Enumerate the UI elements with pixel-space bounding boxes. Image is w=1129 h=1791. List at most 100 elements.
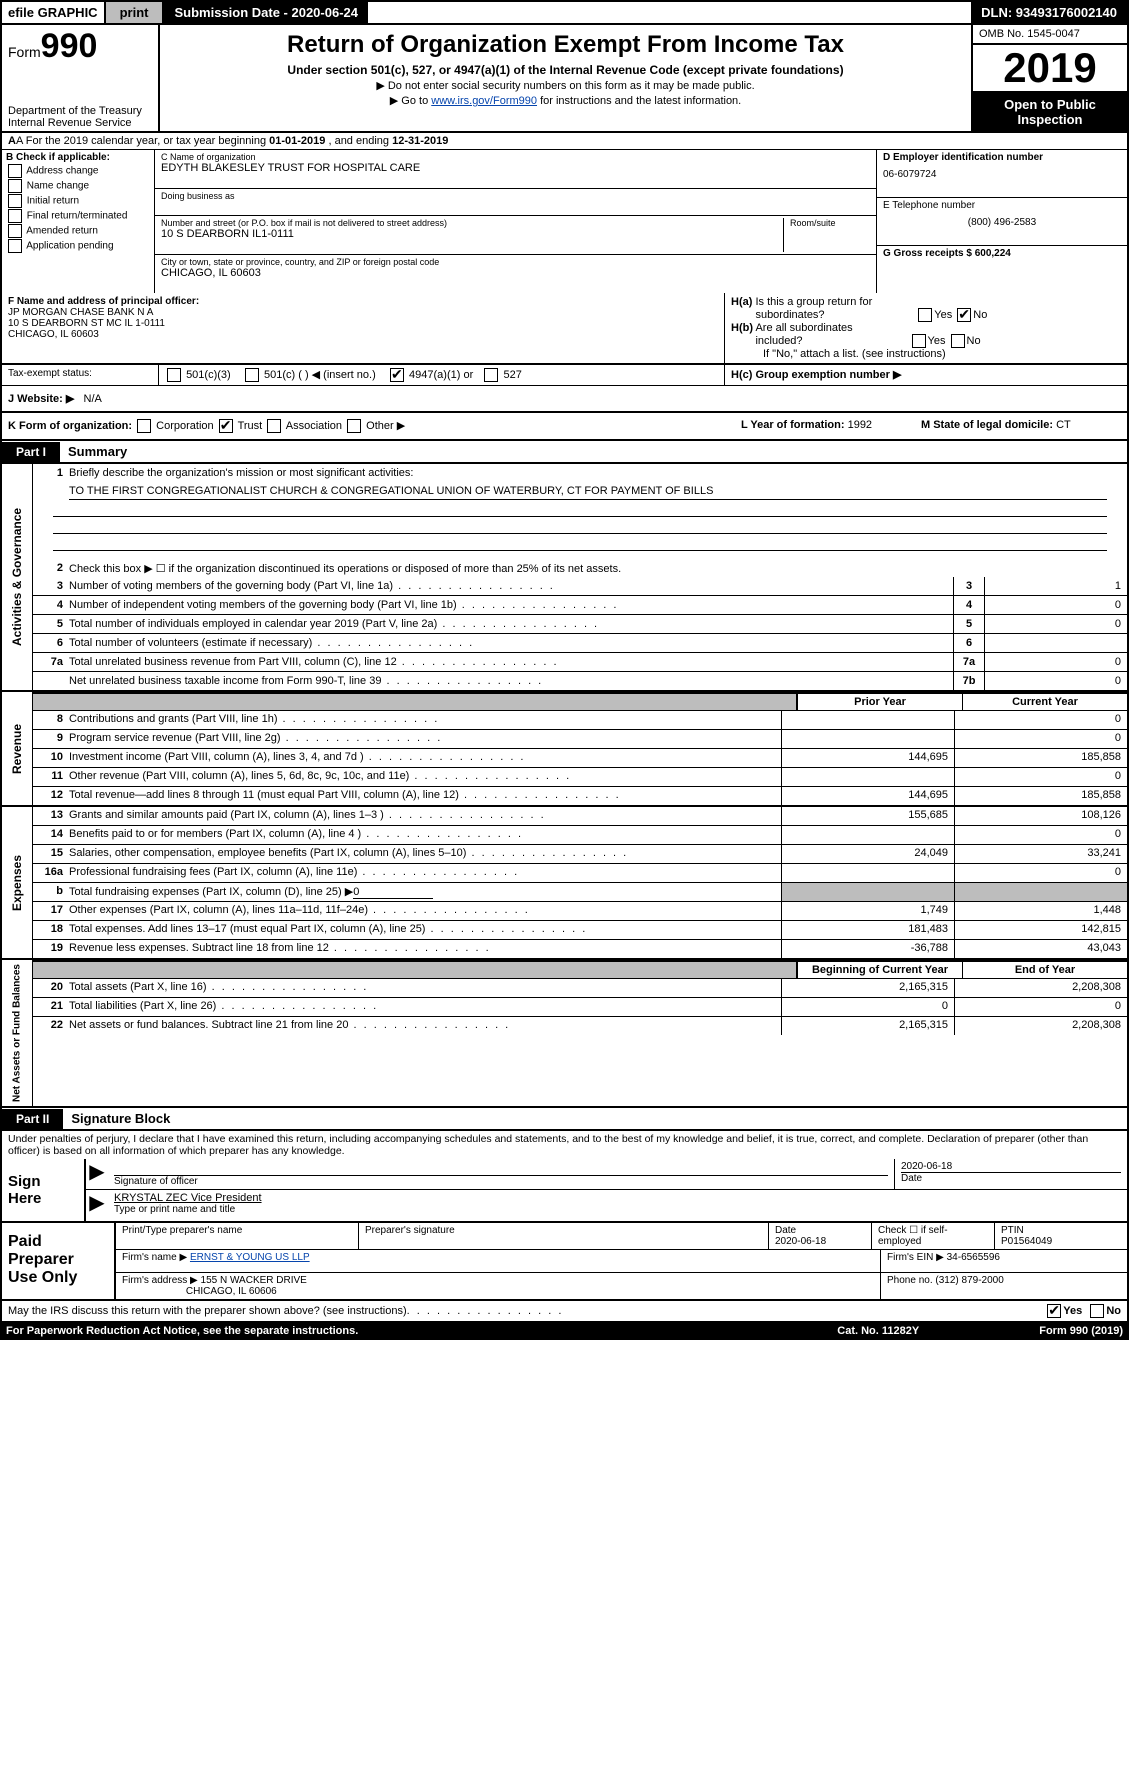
firm-addr1: 155 N WACKER DRIVE <box>201 1275 307 1286</box>
perjury-declaration: Under penalties of perjury, I declare th… <box>0 1131 1129 1159</box>
phone-label: E Telephone number <box>883 200 1121 211</box>
firm-addr2: CHICAGO, IL 60606 <box>186 1286 277 1297</box>
summary-row: 6Total number of volunteers (estimate if… <box>33 634 1127 653</box>
summary-row: Net unrelated business taxable income fr… <box>33 672 1127 690</box>
officer-addr2: CHICAGO, IL 60603 <box>8 329 99 340</box>
ha-yes-checkbox[interactable] <box>918 308 932 322</box>
tax-exempt-opts: 501(c)(3) 501(c) ( ) ◀ (insert no.) 4947… <box>159 365 724 385</box>
part-i-tab: Part I <box>2 442 60 462</box>
revenue-row: 10Investment income (Part VIII, column (… <box>33 749 1127 768</box>
expense-row: 14Benefits paid to or for members (Part … <box>33 826 1127 845</box>
q1-label: Briefly describe the organization's miss… <box>69 465 1127 481</box>
city-value: CHICAGO, IL 60603 <box>161 267 870 279</box>
side-expenses: Expenses <box>2 807 33 958</box>
sig-date-value: 2020-06-18 <box>901 1161 1121 1172</box>
firm-name-link[interactable]: ERNST & YOUNG US LLP <box>190 1252 310 1263</box>
tax-exempt-label: Tax-exempt status: <box>2 365 159 385</box>
phone-value: (800) 496-2583 <box>883 217 1121 228</box>
expense-row: 17Other expenses (Part IX, column (A), l… <box>33 902 1127 921</box>
hb-no-checkbox[interactable] <box>951 334 965 348</box>
top-bar: efile GRAPHIC print Submission Date - 20… <box>0 0 1129 25</box>
block-b-to-g: B Check if applicable: Address change Na… <box>0 150 1129 293</box>
website-note: ▶ Go to www.irs.gov/Form990 for instruct… <box>166 94 965 107</box>
expense-row: 16aProfessional fundraising fees (Part I… <box>33 864 1127 883</box>
ssn-note: ▶ Do not enter social security numbers o… <box>166 79 965 92</box>
addr-label: Number and street (or P.O. box if mail i… <box>161 218 783 228</box>
side-net-assets: Net Assets or Fund Balances <box>2 960 33 1106</box>
part-ii-tab: Part II <box>2 1109 63 1129</box>
officer-name: JP MORGAN CHASE BANK N A <box>8 307 153 318</box>
ha-no-checkbox[interactable] <box>957 308 971 322</box>
sig-officer-label: Signature of officer <box>114 1175 888 1187</box>
hb-yes-checkbox[interactable] <box>912 334 926 348</box>
checkbox-option[interactable]: Initial return <box>6 194 150 208</box>
preparer-block: PaidPreparerUse Only Print/Type preparer… <box>0 1223 1129 1301</box>
arrow-icon: ▶ <box>86 1190 108 1217</box>
form-number: Form990 <box>8 27 152 66</box>
prep-sig-label: Preparer's signature <box>359 1223 769 1249</box>
firm-phone: (312) 879-2000 <box>935 1275 1003 1286</box>
eoy-header: End of Year <box>962 962 1127 978</box>
form-header: Form990 Department of the Treasury Inter… <box>0 25 1129 133</box>
checkbox-option[interactable]: Application pending <box>6 239 150 253</box>
firm-ein: 34-6565596 <box>947 1252 1000 1263</box>
form-version: Form 990 (2019) <box>1039 1325 1123 1337</box>
tax-year: 2019 <box>973 45 1127 91</box>
officer-addr1: 10 S DEARBORN ST MC IL 1-0111 <box>8 318 165 329</box>
checkbox-option[interactable]: Final return/terminated <box>6 209 150 223</box>
row-a-tax-year: AA For the 2019 calendar year, or tax ye… <box>0 133 1129 150</box>
ein-value: 06-6079724 <box>883 169 1121 180</box>
treasury-dept: Department of the Treasury Internal Reve… <box>8 105 152 129</box>
net-assets-row: 22Net assets or fund balances. Subtract … <box>33 1017 1127 1035</box>
summary-row: 7aTotal unrelated business revenue from … <box>33 653 1127 672</box>
current-year-header: Current Year <box>962 694 1127 710</box>
gross-label: G Gross receipts $ 600,224 <box>883 248 1011 259</box>
revenue-row: 9Program service revenue (Part VIII, lin… <box>33 730 1127 749</box>
hb-row: H(b) Are all subordinates included? Yes … <box>731 322 1121 348</box>
open-public: Open to Public Inspection <box>973 91 1127 131</box>
print-button[interactable]: print <box>104 2 165 23</box>
prep-date: 2020-06-18 <box>775 1236 826 1247</box>
self-employed-check[interactable]: Check ☐ if self-employed <box>872 1223 995 1249</box>
revenue-row: 12Total revenue—add lines 8 through 11 (… <box>33 787 1127 805</box>
revenue-row: 11Other revenue (Part VIII, column (A), … <box>33 768 1127 787</box>
q1-value: TO THE FIRST CONGREGATIONALIST CHURCH & … <box>69 483 1107 500</box>
irs-link[interactable]: www.irs.gov/Form990 <box>431 95 537 107</box>
expense-row: 19Revenue less expenses. Subtract line 1… <box>33 940 1127 958</box>
part-ii-title: Signature Block <box>63 1108 178 1129</box>
ptin-value: P01564049 <box>1001 1236 1052 1247</box>
prior-year-header: Prior Year <box>797 694 962 710</box>
paperwork-notice: For Paperwork Reduction Act Notice, see … <box>6 1325 358 1337</box>
expense-row: 18Total expenses. Add lines 13–17 (must … <box>33 921 1127 940</box>
row-f-h: F Name and address of principal officer:… <box>0 293 1129 365</box>
omb-number: OMB No. 1545-0047 <box>973 25 1127 45</box>
officer-name-value: KRYSTAL ZEC Vice President <box>114 1192 1121 1204</box>
summary-row: 4Number of independent voting members of… <box>33 596 1127 615</box>
paid-preparer-label: PaidPreparerUse Only <box>2 1223 114 1299</box>
checkbox-option[interactable]: Address change <box>6 164 150 178</box>
summary-row: 5Total number of individuals employed in… <box>33 615 1127 634</box>
org-name-label: C Name of organization <box>161 152 870 162</box>
form-title: Return of Organization Exempt From Incom… <box>166 31 965 59</box>
summary-row: 3Number of voting members of the governi… <box>33 577 1127 596</box>
part-ii-header: Part II Signature Block <box>0 1108 1129 1131</box>
ha-row: H(a) H(a) Is this a group return for sub… <box>731 296 1121 322</box>
footer: For Paperwork Reduction Act Notice, see … <box>0 1322 1129 1340</box>
hb-note: If "No," attach a list. (see instruction… <box>731 348 1121 360</box>
sign-here: SignHere <box>2 1159 84 1221</box>
checkbox-option[interactable]: Name change <box>6 179 150 193</box>
expense-row: 15Salaries, other compensation, employee… <box>33 845 1127 864</box>
checkbox-option[interactable]: Amended return <box>6 224 150 238</box>
officer-label: F Name and address of principal officer: <box>8 296 199 307</box>
q2: Check this box ▶ ☐ if the organization d… <box>69 560 1127 577</box>
cat-no: Cat. No. 11282Y <box>837 1325 919 1337</box>
side-governance: Activities & Governance <box>2 464 33 690</box>
revenue-row: 8Contributions and grants (Part VIII, li… <box>33 711 1127 730</box>
discuss-no-checkbox[interactable] <box>1090 1304 1104 1318</box>
boy-header: Beginning of Current Year <box>797 962 962 978</box>
submission-date: Submission Date - 2020-06-24 <box>164 2 370 23</box>
dba-label: Doing business as <box>161 191 870 201</box>
discuss-yes-checkbox[interactable] <box>1047 1304 1061 1318</box>
col-b-checkboxes: B Check if applicable: Address change Na… <box>2 150 155 293</box>
efile-label: efile GRAPHIC <box>2 2 104 23</box>
